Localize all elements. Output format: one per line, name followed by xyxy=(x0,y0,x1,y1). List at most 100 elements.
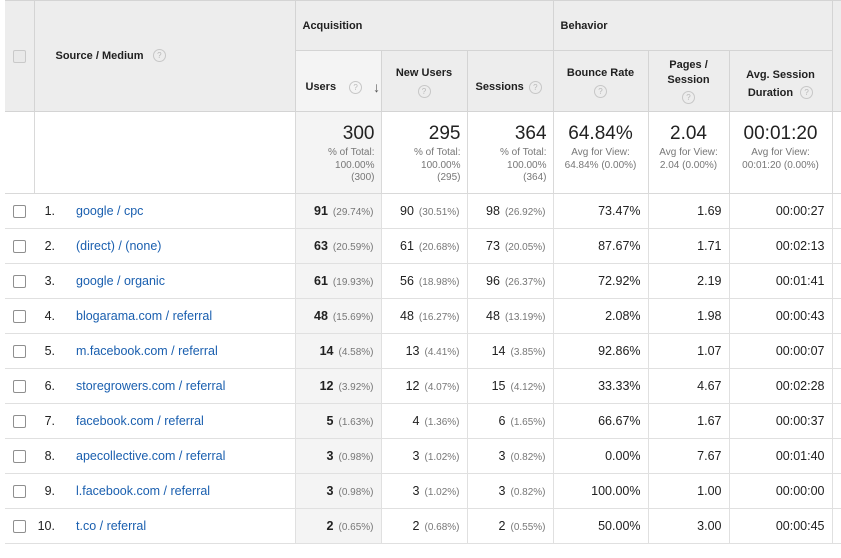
pages-header-label-line2: Session xyxy=(667,73,710,86)
row-index: 6. xyxy=(34,368,67,404)
row-index: 7. xyxy=(34,403,67,439)
source-medium-link[interactable]: facebook.com / referral xyxy=(76,414,204,428)
avg-session-duration-cell: 00:01:41 xyxy=(729,263,833,299)
pages-per-session-cell: 4.67 xyxy=(648,368,730,404)
new-users-header-label: New Users xyxy=(395,66,453,79)
source-medium-link[interactable]: blogarama.com / referral xyxy=(76,309,213,323)
new-users-cell: 12 (4.07%) xyxy=(381,368,468,404)
row-checkbox[interactable] xyxy=(13,485,26,499)
sessions-cell: 3 (0.82%) xyxy=(467,473,554,509)
help-icon[interactable]: ? xyxy=(800,86,814,100)
acquisition-group: Acquisition xyxy=(295,0,554,51)
avg-session-duration-cell: 00:00:45 xyxy=(729,508,833,544)
row-index: 9. xyxy=(34,473,67,509)
help-icon[interactable]: ? xyxy=(349,80,363,94)
source-medium-link[interactable]: google / organic xyxy=(76,274,165,288)
avg-session-duration-cell: 00:02:13 xyxy=(729,228,833,264)
help-icon[interactable]: ? xyxy=(594,85,608,99)
bounce-rate-cell: 73.47% xyxy=(553,193,649,229)
select-all-checkbox[interactable] xyxy=(12,50,26,64)
new-users-column-header[interactable]: New Users ? xyxy=(381,50,468,112)
users-cell: 3 (0.98%) xyxy=(295,473,382,509)
help-icon[interactable]: ? xyxy=(417,85,431,99)
users-cell: 2 (0.65%) xyxy=(295,508,382,544)
sessions-cell: 6 (1.65%) xyxy=(467,403,554,439)
sessions-cell: 3 (0.82%) xyxy=(467,438,554,474)
new-users-cell: 13 (4.41%) xyxy=(381,333,468,369)
pages-per-session-column-header[interactable]: Pages / Session ? xyxy=(648,50,730,112)
avg-session-duration-cell: 00:01:40 xyxy=(729,438,833,474)
sessions-cell: 15 (4.12%) xyxy=(467,368,554,404)
row-index: 1. xyxy=(34,193,67,229)
row-checkbox[interactable] xyxy=(13,520,26,534)
avg-session-duration-cell: 00:02:28 xyxy=(729,368,833,404)
new-users-cell: 56 (18.98%) xyxy=(381,263,468,299)
duration-header-label-line2: Duration xyxy=(747,86,794,99)
pages-per-session-cell: 1.00 xyxy=(648,473,730,509)
row-checkbox[interactable] xyxy=(13,275,26,289)
table-row: 4. blogarama.com / referral 48 (15.69%) 4… xyxy=(5,298,841,334)
table-row: 1. google / cpc 91 (29.74%) 90 (30.51%) 98… xyxy=(5,193,841,229)
row-index: 10. xyxy=(34,508,67,544)
help-icon[interactable]: ? xyxy=(528,80,542,94)
row-checkbox[interactable] xyxy=(13,345,26,359)
bounce-rate-cell: 33.33% xyxy=(553,368,649,404)
sessions-cell: 2 (0.55%) xyxy=(467,508,554,544)
pages-per-session-cell: 1.07 xyxy=(648,333,730,369)
source-medium-link[interactable]: m.facebook.com / referral xyxy=(76,344,218,358)
sessions-cell: 73 (20.05%) xyxy=(467,228,554,264)
table-row: 5. m.facebook.com / referral 14 (4.58%) 1… xyxy=(5,333,841,369)
sessions-column-header[interactable]: Sessions ? xyxy=(467,50,554,112)
bounce-rate-cell: 72.92% xyxy=(553,263,649,299)
users-cell: 63 (20.59%) xyxy=(295,228,382,264)
new-users-cell: 4 (1.36%) xyxy=(381,403,468,439)
source-medium-link[interactable]: (direct) / (none) xyxy=(76,239,162,253)
row-checkbox[interactable] xyxy=(13,450,26,464)
bounce-rate-cell: 100.00% xyxy=(553,473,649,509)
bounce-rate-cell: 92.86% xyxy=(553,333,649,369)
source-medium-label: Source / Medium xyxy=(55,50,144,62)
source-medium-link[interactable]: google / cpc xyxy=(76,204,144,218)
users-cell: 14 (4.58%) xyxy=(295,333,382,369)
row-checkbox[interactable] xyxy=(13,310,26,324)
row-checkbox[interactable] xyxy=(13,240,26,254)
total-avg-session-duration: 00:01:20 Avg for View: 00:01:20 (0.00%) xyxy=(729,111,833,194)
row-index: 4. xyxy=(34,298,67,334)
row-index: 3. xyxy=(34,263,67,299)
help-icon[interactable]: ? xyxy=(682,91,696,105)
bounce-rate-cell: 2.08% xyxy=(553,298,649,334)
table-row: 9. l.facebook.com / referral 3 (0.98%) 3(… xyxy=(5,473,841,509)
row-checkbox[interactable] xyxy=(13,415,26,429)
source-medium-link[interactable]: t.co / referral xyxy=(76,519,147,533)
pages-per-session-cell: 1.67 xyxy=(648,403,730,439)
pages-per-session-cell: 7.67 xyxy=(648,438,730,474)
total-pages-per-session: 2.04 Avg for View: 2.04 (0.00%) xyxy=(648,111,730,194)
total-users: 300 % of Total: 100.00% (300) xyxy=(295,111,382,194)
help-icon[interactable]: ? xyxy=(152,49,166,63)
bounce-rate-cell: 66.67% xyxy=(553,403,649,439)
row-index: 2. xyxy=(34,228,67,264)
row-checkbox[interactable] xyxy=(13,380,26,394)
avg-session-duration-column-header[interactable]: Avg. Session Duration ? xyxy=(729,50,833,112)
sort-descending-icon[interactable]: ↓ xyxy=(373,79,381,95)
table-row: 7. facebook.com / referral 5 (1.63%) 4 (1.… xyxy=(5,403,841,439)
source-medium-header[interactable]: Source / Medium ? xyxy=(34,0,296,112)
select-all-cell xyxy=(5,0,35,112)
source-medium-link[interactable]: storegrowers.com / referral xyxy=(76,379,226,393)
table-row: 8. apecollective.com / referral 3 (0.98%)… xyxy=(5,438,841,474)
table-row: 3. google / organic 61 (19.93%) 56 (18.98%… xyxy=(5,263,841,299)
users-cell: 12 (3.92%) xyxy=(295,368,382,404)
source-medium-link[interactable]: apecollective.com / referral xyxy=(76,449,226,463)
pages-per-session-cell: 3.00 xyxy=(648,508,730,544)
bounce-rate-column-header[interactable]: Bounce Rate ? xyxy=(553,50,649,112)
users-cell: 48 (15.69%) xyxy=(295,298,382,334)
source-medium-link[interactable]: l.facebook.com / referral xyxy=(76,484,211,498)
report-table: Source / Medium ? Acquisition Behavior U… xyxy=(5,0,841,544)
bounce-rate-cell: 87.67% xyxy=(553,228,649,264)
avg-session-duration-cell: 00:00:43 xyxy=(729,298,833,334)
users-header-label: Users xyxy=(305,80,337,93)
row-checkbox[interactable] xyxy=(13,205,26,219)
pages-per-session-cell: 1.98 xyxy=(648,298,730,334)
total-new-users: 295 % of Total: 100.00% (295) xyxy=(381,111,468,194)
users-column-header[interactable]: Users ? ↓ xyxy=(295,50,382,112)
